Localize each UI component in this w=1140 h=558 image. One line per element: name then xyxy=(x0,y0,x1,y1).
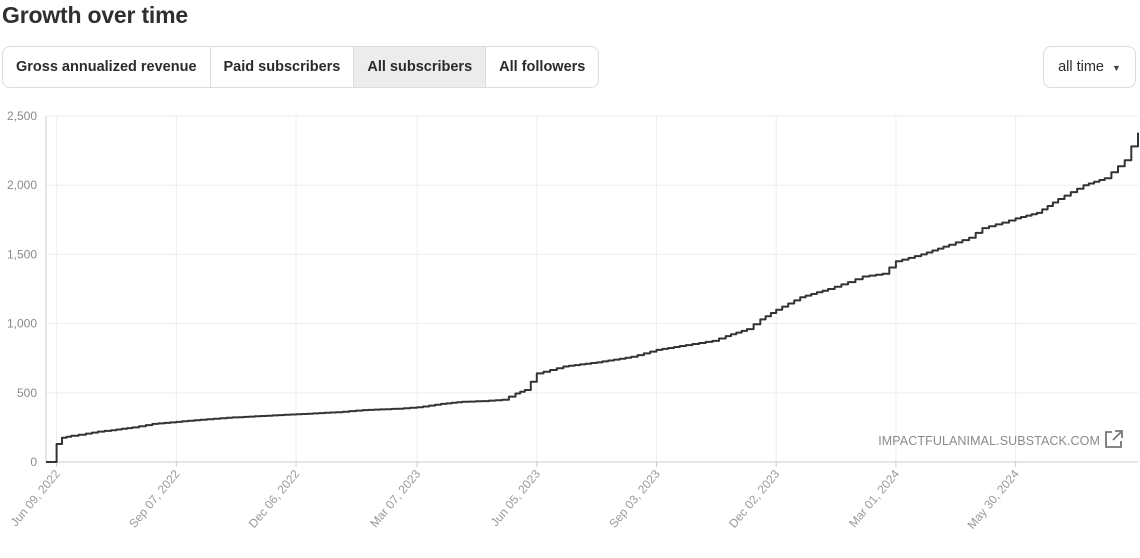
y-tick-label: 2,000 xyxy=(7,178,37,192)
chart-axes xyxy=(45,116,1138,467)
metric-tabs: Gross annualized revenue Paid subscriber… xyxy=(2,46,600,88)
x-tick-label: Mar 07, 2023 xyxy=(367,467,423,530)
x-tick-label: May 30, 2024 xyxy=(964,467,1022,532)
x-tick-label: Jun 09, 2022 xyxy=(8,467,64,529)
x-tick-label: Sep 07, 2022 xyxy=(126,467,183,531)
tab-paid-subscribers[interactable]: Paid subscribers xyxy=(211,47,355,87)
time-range-select[interactable]: all time ▼ xyxy=(1043,46,1136,88)
x-tick-label: Dec 06, 2022 xyxy=(246,467,303,531)
y-tick-label: 500 xyxy=(17,386,37,400)
chart-grid xyxy=(46,115,1138,462)
x-tick-label: Jun 05, 2023 xyxy=(488,467,544,529)
watermark[interactable]: IMPACTFULANIMAL.SUBSTACK.COM xyxy=(878,430,1123,448)
y-tick-label: 1,500 xyxy=(7,247,37,261)
chart-series xyxy=(46,132,1139,463)
external-link-icon[interactable] xyxy=(1105,430,1123,448)
watermark-text[interactable]: IMPACTFULANIMAL.SUBSTACK.COM xyxy=(878,434,1100,448)
y-tick-label: 0 xyxy=(30,455,37,469)
y-tick-label: 2,500 xyxy=(7,109,37,123)
x-tick-label: Mar 01, 2024 xyxy=(846,467,902,530)
series-line-all-subscribers xyxy=(46,132,1139,463)
growth-chart: 0 500 1,000 1,500 2,000 2,500 Jun 09, 2022 Sep… xyxy=(7,109,1139,532)
x-tick-label: Dec 02, 2023 xyxy=(726,467,783,531)
tab-all-followers[interactable]: All followers xyxy=(499,59,586,75)
x-tick-label: Sep 03, 2023 xyxy=(606,467,663,531)
page-title: Growth over time xyxy=(2,2,188,28)
tab-all-subscribers[interactable]: All subscribers xyxy=(354,47,487,87)
y-tick-labels: 0 500 1,000 1,500 2,000 2,500 xyxy=(7,109,37,469)
tab-gross-annualized-revenue[interactable]: Gross annualized revenue xyxy=(3,47,211,87)
x-tick-labels: Jun 09, 2022 Sep 07, 2022 Dec 06, 2022 Mar … xyxy=(8,467,1023,532)
caret-down-icon: ▼ xyxy=(1112,62,1121,73)
time-range-value: all time xyxy=(1058,59,1104,75)
y-tick-label: 1,000 xyxy=(7,317,37,331)
